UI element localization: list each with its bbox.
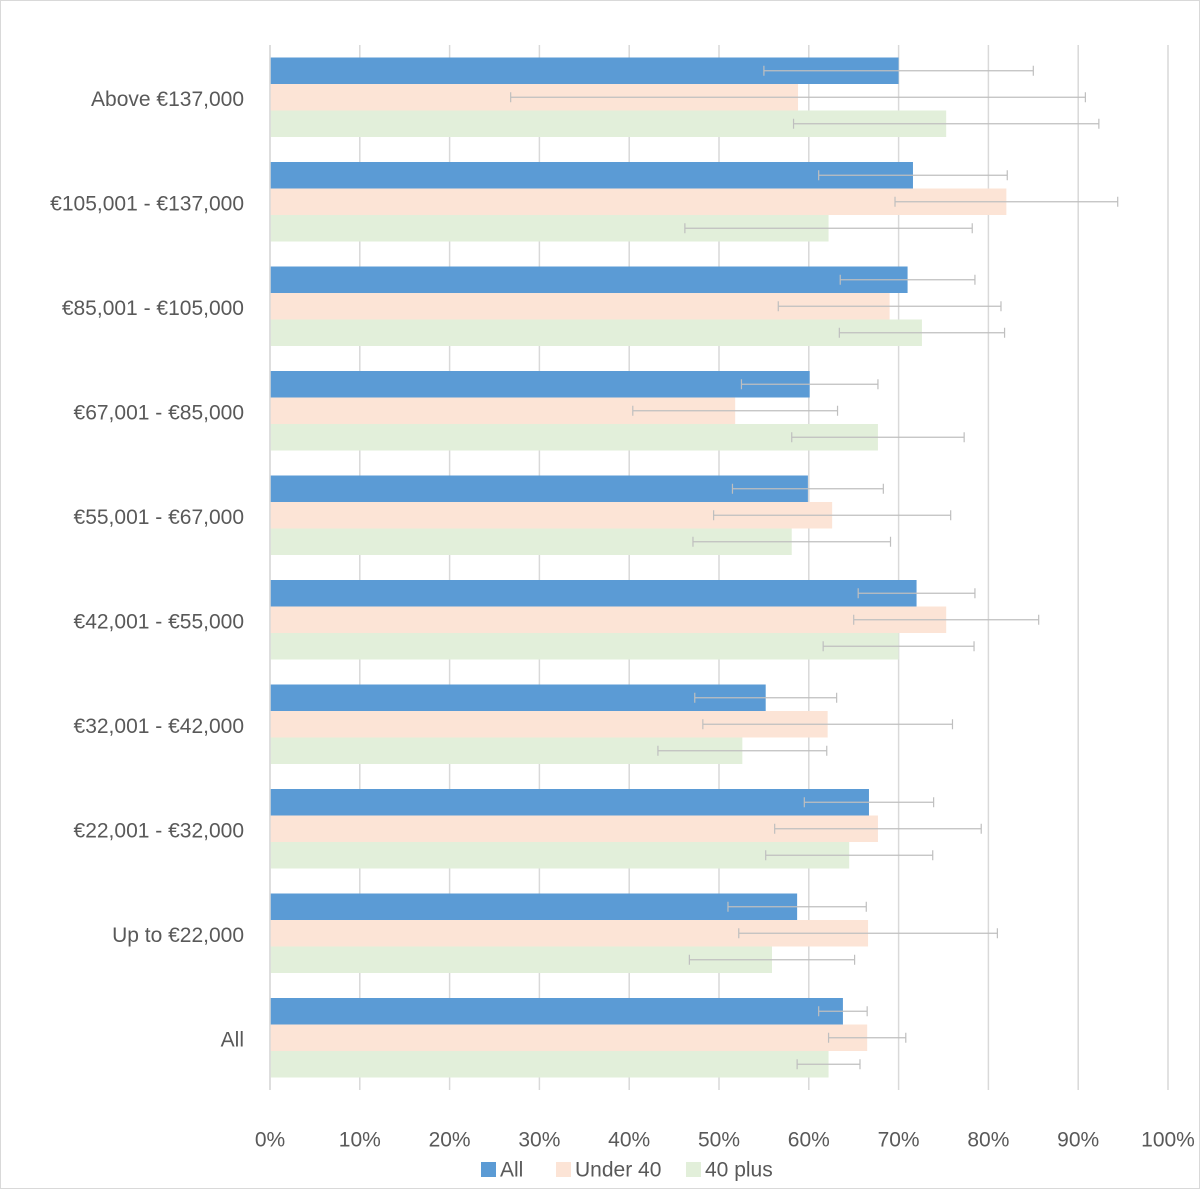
y-tick-label: €105,001 - €137,000 <box>50 192 244 215</box>
y-tick-label: €55,001 - €67,000 <box>74 506 244 529</box>
error-bar <box>894 196 1119 207</box>
error-bar <box>694 692 838 703</box>
legend-label: 40 plus <box>705 1159 773 1182</box>
legend-swatch <box>556 1162 571 1177</box>
bar <box>270 789 869 816</box>
error-bar <box>803 797 935 808</box>
x-tick-label: 70% <box>878 1129 920 1152</box>
x-tick-label: 80% <box>967 1129 1009 1152</box>
error-bar <box>740 379 879 390</box>
bar <box>270 633 899 660</box>
y-tick-label: €67,001 - €85,000 <box>74 401 244 424</box>
bar <box>270 319 922 346</box>
error-bar <box>827 1032 907 1043</box>
legend-swatch <box>481 1162 496 1177</box>
bar <box>270 162 913 189</box>
x-tick-label: 40% <box>608 1129 650 1152</box>
error-bar <box>839 274 976 285</box>
bar <box>270 475 808 502</box>
error-bar <box>777 301 1002 312</box>
error-bar <box>791 432 965 443</box>
bar <box>270 371 810 398</box>
error-bar <box>838 327 1006 338</box>
error-bar <box>818 170 1008 181</box>
y-tick-label: €32,001 - €42,000 <box>74 715 244 738</box>
error-bar <box>853 614 1040 625</box>
error-bar <box>632 405 839 416</box>
x-tick-label: 30% <box>518 1129 560 1152</box>
bar <box>270 266 908 293</box>
error-bar <box>713 510 952 521</box>
y-tick-label: Above €137,000 <box>91 88 244 111</box>
error-bar <box>657 745 828 756</box>
error-bar <box>818 1006 868 1017</box>
bar <box>270 580 917 607</box>
x-tick-label: 100% <box>1141 1129 1195 1152</box>
legend-swatch <box>686 1162 701 1177</box>
x-tick-label: 60% <box>788 1129 830 1152</box>
bar <box>270 1024 868 1051</box>
y-tick-label: €42,001 - €55,000 <box>74 610 244 633</box>
error-bar <box>727 901 867 912</box>
error-bar <box>731 483 884 494</box>
y-tick-label: Up to €22,000 <box>112 924 244 947</box>
bar <box>270 424 878 451</box>
error-bar <box>774 823 982 834</box>
error-bar <box>822 641 975 652</box>
y-tick-label: All <box>221 1028 244 1051</box>
x-tick-label: 0% <box>255 1129 285 1152</box>
legend-label: All <box>500 1159 523 1182</box>
x-tick-label: 20% <box>429 1129 471 1152</box>
y-tick-label: €22,001 - €32,000 <box>74 819 244 842</box>
bar <box>270 893 798 920</box>
error-bar <box>796 1059 861 1070</box>
error-bar <box>684 223 973 234</box>
y-tick-label: €85,001 - €105,000 <box>62 297 244 320</box>
bar <box>270 188 1007 215</box>
error-bar <box>510 92 1086 103</box>
bar <box>270 1051 829 1078</box>
bar <box>270 998 843 1025</box>
error-bar <box>692 536 892 547</box>
error-bar <box>765 850 934 861</box>
x-tick-label: 50% <box>698 1129 740 1152</box>
error-bar <box>738 928 998 939</box>
bar <box>270 606 947 633</box>
legend-label: Under 40 <box>575 1159 661 1182</box>
bar <box>270 842 850 869</box>
bar <box>270 946 772 973</box>
x-tick-label: 10% <box>339 1129 381 1152</box>
error-bar <box>792 118 1100 129</box>
error-bar <box>857 588 976 599</box>
x-tick-label: 90% <box>1057 1129 1099 1152</box>
error-bar <box>763 65 1034 76</box>
error-bar <box>702 719 954 730</box>
error-bar <box>688 954 856 965</box>
bar <box>270 684 766 711</box>
